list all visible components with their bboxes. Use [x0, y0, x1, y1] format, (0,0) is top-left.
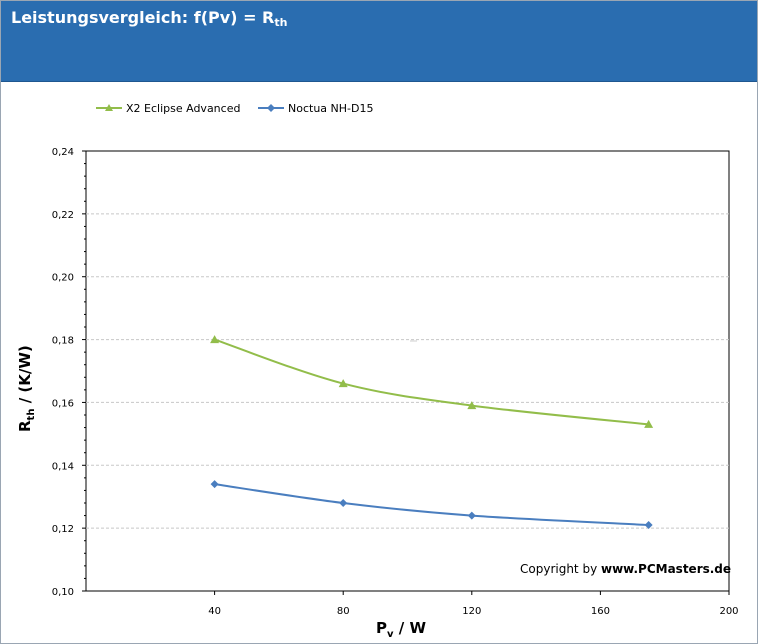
legend-marker-x2 — [105, 104, 113, 111]
y-tick-label: 0,14 — [52, 461, 74, 472]
y-tick-label: 0,16 — [52, 398, 74, 409]
grid-lines — [86, 213, 729, 529]
y-tick-label: 0,20 — [52, 273, 74, 284]
data-point — [339, 499, 348, 507]
x-tick-label: 160 — [591, 606, 610, 617]
legend-item-x2: X2 Eclipse Advanced — [96, 102, 240, 115]
y-axis-label: Rth / (K/W) — [16, 345, 37, 432]
copyright-site: www.PCMasters.de — [601, 562, 731, 576]
legend: X2 Eclipse Advanced Noctua NH-D15 — [96, 102, 373, 115]
series-line — [214, 483, 649, 526]
y-tick-label: 0,10 — [52, 587, 74, 598]
chart-title-main: Leistungsvergleich: f(Pv) = R — [11, 8, 275, 27]
legend-label-noctua: Noctua NH-D15 — [288, 102, 373, 115]
data-point — [644, 419, 654, 428]
x-axis-label-main: P — [376, 619, 387, 637]
series-noctua-nh-d15 — [210, 480, 653, 529]
data-point — [210, 480, 219, 489]
series-layer — [210, 335, 654, 529]
y-tick-label: 0,24 — [52, 147, 74, 158]
header-bar: Leistungsvergleich: f(Pv) = Rth — [1, 1, 757, 82]
plot-area — [85, 150, 730, 592]
series-x2-eclipse-advanced — [210, 335, 654, 428]
legend-item-noctua: Noctua NH-D15 — [258, 102, 373, 115]
y-tick-label: 0,12 — [52, 524, 74, 535]
legend-marker-noctua — [267, 104, 275, 112]
legend-label-x2: X2 Eclipse Advanced — [126, 102, 240, 115]
x-axis-label-subscript: v — [387, 629, 394, 640]
y-axis-label-rest: / (K/W) — [16, 345, 34, 408]
x-axis-label: Pv / W — [376, 619, 426, 640]
y-axis-ticks: 0,10 0,12 0,14 0,16 0,18 0,20 0,22 0,24 — [52, 147, 86, 598]
data-point — [338, 379, 348, 388]
y-tick-label: 0,22 — [52, 210, 74, 221]
chart-title: Leistungsvergleich: f(Pv) = Rth — [11, 8, 287, 29]
copyright-prefix: Copyright by — [520, 562, 601, 576]
data-point — [644, 521, 653, 529]
data-point — [467, 511, 476, 520]
y-axis-label-main: R — [16, 420, 34, 432]
chart-title-subscript: th — [274, 16, 288, 29]
copyright-text: Copyright by www.PCMasters.de — [520, 562, 731, 576]
x-tick-label: 120 — [462, 606, 481, 617]
data-point — [467, 401, 477, 410]
x-tick-label: 200 — [719, 606, 738, 617]
y-minor-ticks — [84, 163, 86, 579]
y-axis-label-subscript: th — [26, 409, 37, 421]
x-tick-label: 80 — [337, 606, 350, 617]
x-axis-ticks: 40 80 120 160 200 — [208, 591, 739, 617]
x-axis-label-rest: / W — [394, 619, 427, 637]
data-point — [210, 335, 220, 344]
y-tick-label: 0,18 — [52, 336, 74, 347]
x-tick-label: 40 — [208, 606, 221, 617]
series-line — [214, 338, 649, 426]
